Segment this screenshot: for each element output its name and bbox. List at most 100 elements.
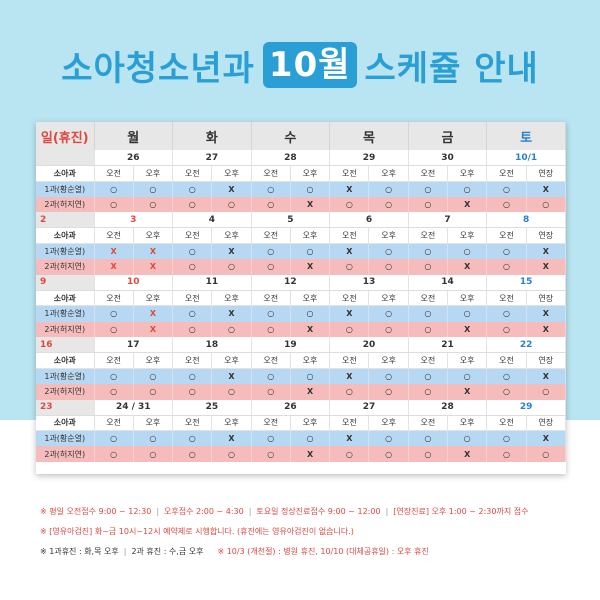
date-cell: 24 / 31 (94, 399, 174, 416)
availability-cell: ○ (486, 181, 527, 197)
session-cell: 오전 (251, 415, 291, 432)
weekday-header: 일(휴진) 월 화 수 목 금 토 (36, 122, 566, 150)
availability-cell: ○ (368, 321, 409, 338)
session-cell: 오전 (172, 415, 213, 432)
dept2-row-label: 2과(허지연) (36, 259, 95, 275)
availability-cell: ○ (172, 368, 213, 384)
session-cell: 오전 (94, 227, 134, 245)
date-cell: 8 (486, 212, 566, 229)
date-cell: 12 (251, 274, 331, 291)
date-cell: 4 (172, 212, 252, 229)
availability-cell: X (329, 181, 370, 197)
session-cell: 오후 (368, 165, 409, 182)
session-cell: 오전 (329, 165, 370, 182)
session-cell: 오후 (290, 352, 331, 369)
session-cell: 오후 (290, 290, 331, 307)
availability-cell: ○ (251, 259, 291, 275)
date-cell: 27 (172, 150, 252, 167)
note-extended-hours: [연장진료] 오후 1:00 ~ 2:30까지 접수 (393, 507, 529, 516)
weekday-fri: 금 (408, 122, 488, 150)
session-cell: 오후 (368, 227, 409, 245)
session-cell: 오후 (133, 415, 174, 432)
weekday-tue: 화 (172, 122, 252, 150)
dept-label: 소아과 (36, 227, 95, 245)
session-cell: 오후 (211, 290, 252, 307)
dept1-row: 1과(황순열) ○ ○ ○ X ○ ○ X ○ ○ ○ ○ X (36, 430, 567, 447)
availability-cell: ○ (329, 383, 370, 400)
session-cell: 오후 (447, 415, 488, 432)
session-cell: 오후 (290, 227, 331, 245)
availability-cell: ○ (408, 259, 449, 275)
session-cell: 오전 (172, 227, 213, 245)
availability-cell: ○ (290, 430, 331, 447)
availability-cell: X (526, 430, 567, 447)
session-cell: 오전 (329, 352, 370, 369)
session-cell: 오후 (290, 415, 331, 432)
notes-line-3: ※ 1과휴진 : 화,목 오후 | 2과 휴진 : 수,금 오후 ※ 10/3 (개천… (40, 547, 429, 556)
availability-cell: ○ (211, 383, 252, 400)
weekday-mon: 월 (94, 122, 174, 150)
date-cell: 10/1 (486, 150, 566, 167)
date-cell: 11 (172, 274, 252, 291)
availability-cell: ○ (211, 259, 252, 275)
availability-cell: X (329, 305, 370, 322)
availability-cell: ○ (526, 196, 567, 213)
availability-cell: ○ (94, 321, 134, 338)
availability-cell: ○ (486, 305, 527, 322)
availability-cell: X (290, 321, 331, 338)
availability-cell: ○ (290, 181, 331, 197)
availability-cell: ○ (368, 446, 409, 462)
session-cell: 오전 (172, 290, 213, 307)
availability-cell: ○ (368, 368, 409, 384)
availability-cell: ○ (211, 321, 252, 338)
availability-cell: ○ (251, 196, 291, 213)
availability-cell: X (447, 259, 488, 275)
session-cell: 오후 (211, 165, 252, 182)
session-cell: 오전 (251, 227, 291, 245)
availability-cell: ○ (133, 181, 174, 197)
session-cell: 연장 (526, 227, 567, 245)
availability-cell: ○ (172, 430, 213, 447)
date-cell: 2 (36, 212, 95, 229)
availability-cell: ○ (526, 446, 567, 462)
availability-cell: X (526, 259, 567, 275)
availability-cell: X (211, 368, 252, 384)
date-cell: 21 (408, 337, 488, 354)
availability-cell: X (290, 259, 331, 275)
availability-cell: ○ (329, 259, 370, 275)
session-cell: 오전 (251, 165, 291, 182)
availability-cell: ○ (172, 383, 213, 400)
availability-cell: ○ (172, 446, 213, 462)
date-row: 26 27 28 29 30 10/1 (36, 150, 566, 167)
dept1-row-label: 1과(황순열) (36, 181, 95, 197)
session-cell: 오후 (368, 415, 409, 432)
date-row: 23 24 / 31 25 26 27 28 29 (36, 399, 566, 416)
availability-cell: ○ (329, 196, 370, 213)
availability-cell: X (329, 430, 370, 447)
date-cell: 13 (329, 274, 409, 291)
availability-cell: X (133, 321, 174, 338)
session-cell: 오전 (408, 415, 449, 432)
session-cell: 오전 (408, 290, 449, 307)
session-cell: 오전 (251, 352, 291, 369)
availability-cell: ○ (408, 383, 449, 400)
availability-cell: ○ (408, 196, 449, 213)
availability-cell: X (329, 368, 370, 384)
availability-cell: ○ (486, 321, 527, 338)
availability-cell: ○ (447, 368, 488, 384)
availability-cell: X (290, 383, 331, 400)
availability-cell: ○ (408, 305, 449, 322)
date-cell: 9 (36, 274, 95, 291)
date-cell: 19 (251, 337, 331, 354)
availability-cell: ○ (94, 368, 134, 384)
availability-cell: X (526, 368, 567, 384)
dept2-row: 2과(허지연) ○ X ○ ○ ○ X ○ ○ ○ X ○ X (36, 321, 567, 338)
session-cell: 오후 (133, 165, 174, 182)
date-row: 9 10 11 12 13 14 15 (36, 274, 566, 291)
availability-cell: X (133, 259, 174, 275)
availability-cell: ○ (211, 196, 252, 213)
schedule-table: 일(휴진) 월 화 수 목 금 토 26 27 28 29 30 10/1 소아과 오전 오후 오… (36, 122, 567, 462)
availability-cell: ○ (486, 259, 527, 275)
availability-cell: ○ (94, 305, 134, 322)
availability-cell: ○ (447, 243, 488, 260)
